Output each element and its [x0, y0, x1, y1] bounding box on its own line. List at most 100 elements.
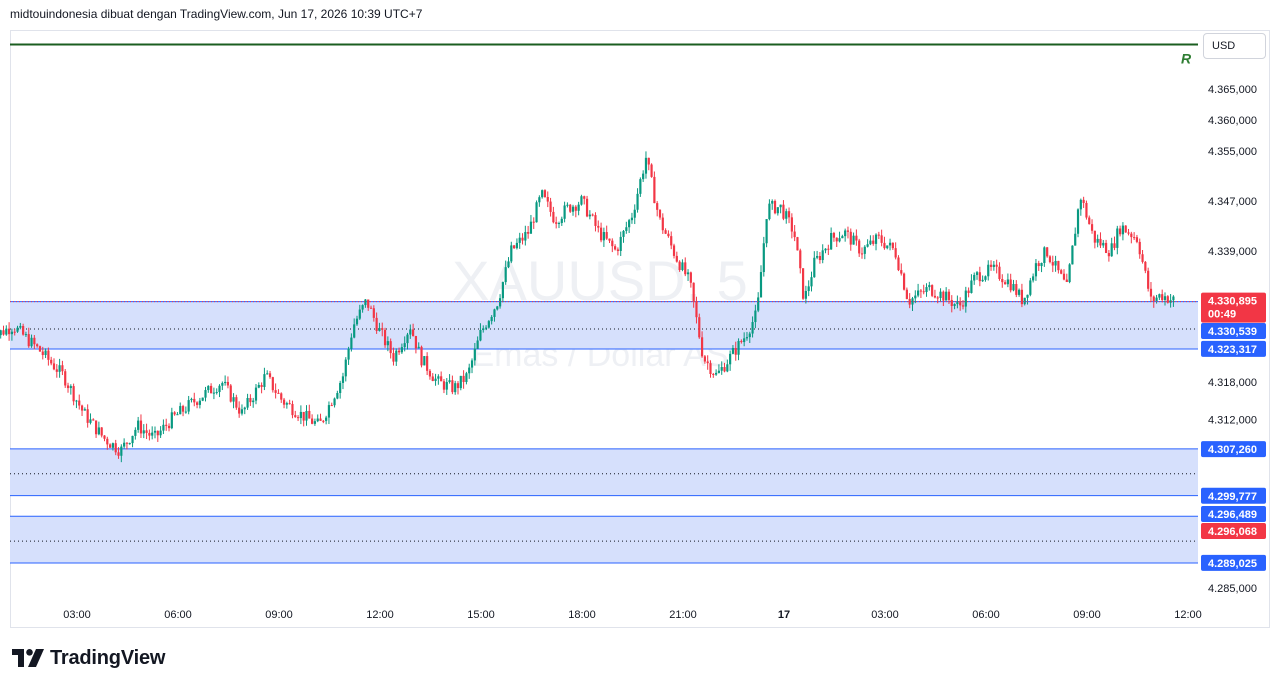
candle	[274, 383, 277, 399]
candle	[1141, 249, 1144, 264]
candle	[16, 325, 19, 333]
candle	[19, 322, 22, 330]
candle	[891, 242, 894, 251]
candle	[341, 372, 345, 390]
candle	[80, 404, 84, 417]
candle	[372, 305, 375, 322]
candle	[883, 236, 886, 250]
candle	[583, 195, 586, 205]
candle	[866, 239, 869, 248]
candle	[153, 426, 157, 439]
candle	[1116, 225, 1119, 255]
candle	[754, 304, 757, 329]
candle	[956, 295, 959, 309]
candle	[900, 263, 903, 276]
x-tick-label: 17	[778, 609, 790, 621]
candle	[252, 397, 255, 408]
candle	[838, 231, 841, 243]
candle	[611, 238, 614, 253]
candle	[917, 283, 920, 298]
candle	[184, 406, 187, 414]
price-axis[interactable]: 4.285,000 4.312,000 4.318,000 4.339,000 4.34…	[1208, 84, 1257, 595]
candle	[456, 381, 460, 395]
candle	[1090, 219, 1094, 234]
candle	[664, 228, 667, 235]
candle	[204, 386, 207, 402]
candle	[369, 305, 373, 309]
candle	[992, 261, 995, 271]
candle	[327, 401, 331, 425]
candle	[681, 259, 684, 272]
candle	[527, 225, 530, 239]
candle	[344, 357, 347, 382]
candle	[1079, 198, 1082, 216]
candle	[13, 328, 16, 336]
candle	[546, 191, 549, 208]
candle	[703, 354, 706, 364]
candle	[1037, 260, 1040, 271]
candle	[201, 397, 204, 402]
candle	[667, 230, 670, 238]
candle	[748, 331, 751, 344]
candle	[771, 199, 774, 210]
candle	[386, 336, 389, 352]
candle	[27, 327, 30, 348]
candle	[653, 171, 656, 204]
candle	[72, 383, 75, 406]
time-axis[interactable]: 03:00 06:00 09:00 12:00 15:00 18:00 21:00 17 03:…	[63, 609, 1202, 621]
candle	[44, 348, 47, 359]
candle	[313, 418, 317, 426]
candle	[801, 268, 805, 300]
candle	[507, 257, 510, 269]
candle	[167, 423, 171, 432]
candle	[796, 236, 799, 251]
candle	[207, 385, 210, 393]
candle	[383, 327, 387, 348]
candle	[448, 374, 451, 384]
candle	[238, 401, 241, 418]
candle	[605, 225, 608, 240]
candle	[400, 343, 403, 354]
candle	[358, 304, 361, 321]
candle	[1102, 240, 1105, 248]
candle	[816, 250, 819, 260]
candle	[650, 163, 653, 178]
currency-button[interactable]: USD	[1203, 33, 1266, 59]
candle	[1018, 288, 1021, 297]
candle	[83, 407, 86, 411]
candle	[602, 227, 605, 247]
candle	[919, 288, 923, 299]
candle	[700, 331, 704, 358]
candle	[490, 315, 493, 325]
candle	[181, 404, 185, 417]
tradingview-brand[interactable]: TradingView	[12, 646, 165, 670]
candle	[128, 442, 131, 445]
candle	[858, 238, 861, 257]
candle	[939, 288, 942, 302]
candle	[636, 188, 639, 213]
candle	[420, 345, 423, 368]
candle	[462, 370, 465, 389]
candle	[1166, 295, 1169, 304]
candle	[179, 402, 182, 415]
tradingview-logo-icon	[12, 649, 44, 667]
candle	[263, 367, 266, 391]
candle	[998, 262, 1001, 281]
candle	[779, 204, 782, 214]
y-tick-label: 4.360,000	[1208, 115, 1257, 127]
candle	[397, 347, 401, 355]
candle	[142, 424, 145, 439]
candle	[5, 325, 8, 336]
candle	[1149, 282, 1153, 303]
price-level-tag: 4.296,489	[1201, 506, 1266, 522]
current-price-countdown: 00:49	[1208, 309, 1236, 321]
x-tick-label: 06:00	[972, 609, 1000, 621]
candle	[1074, 227, 1077, 246]
candle	[52, 358, 56, 371]
candle	[1147, 267, 1150, 292]
candle	[743, 332, 746, 347]
candle	[560, 216, 563, 226]
candle	[33, 335, 36, 350]
candle	[109, 443, 112, 448]
